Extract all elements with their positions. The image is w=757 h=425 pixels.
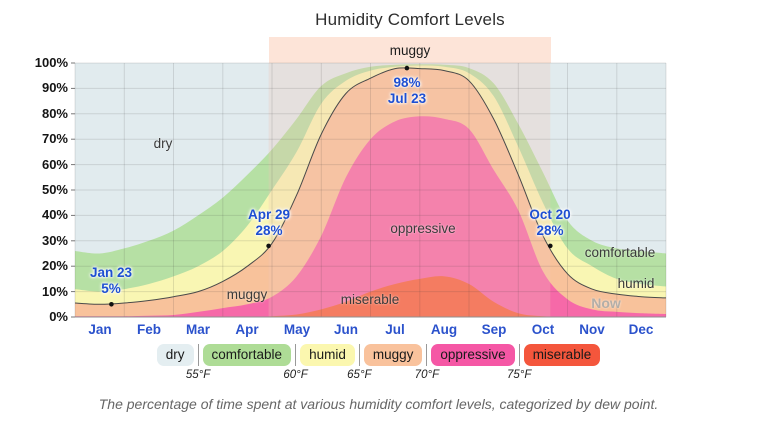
caption: The percentage of time spent at various …: [98, 396, 659, 412]
month-label-aug: Aug: [430, 322, 458, 337]
legend-divider: 70°F: [415, 344, 439, 381]
season-band-label: muggy: [389, 42, 431, 58]
month-label-jun: Jun: [333, 322, 358, 337]
y-tick-label: 80%: [41, 106, 68, 121]
gridlines: [74, 62, 667, 317]
legend-pill-dry[interactable]: dry: [156, 344, 194, 366]
y-tick-label: 60%: [41, 157, 68, 172]
y-tick-label: 0%: [49, 309, 68, 324]
annotation-value: 28%: [536, 223, 564, 238]
month-label-jan: Jan: [88, 322, 112, 337]
threshold-label: 75°F: [506, 369, 532, 381]
band-label-muggy: muggy: [226, 287, 268, 302]
threshold-label: 60°F: [283, 369, 308, 381]
legend-pill-miserable[interactable]: miserable: [523, 344, 601, 366]
annotation-jul-23: 98% Jul 23: [362, 75, 452, 107]
annotation-date: Oct 20: [529, 207, 571, 222]
annotation-apr-29: Apr 29 28%: [224, 207, 314, 239]
legend-pill-comfortable[interactable]: comfortable: [202, 344, 292, 366]
annotation-date: Apr 29: [247, 207, 291, 222]
now-label: Now: [591, 295, 621, 311]
band-label-miserable: miserable: [340, 292, 400, 307]
legend-divider: 75°F: [507, 344, 531, 381]
month-label-nov: Nov: [579, 322, 605, 337]
annotation-value: 28%: [255, 223, 283, 238]
month-label-may: May: [283, 322, 311, 337]
chart-title: Humidity Comfort Levels: [315, 10, 505, 29]
y-tick-label: 70%: [41, 131, 68, 146]
miserable-area: [75, 276, 666, 318]
month-label-jul: Jul: [385, 322, 405, 337]
y-tick-label: 50%: [41, 182, 68, 197]
month-label-sep: Sep: [481, 322, 507, 337]
muggy-season-band: muggy: [269, 37, 551, 63]
legend-pill-oppressive[interactable]: oppressive: [431, 344, 515, 366]
annotation-jan-23: Jan 23 5%: [66, 265, 156, 297]
y-ticks: [71, 62, 75, 318]
y-tick-label: 90%: [41, 80, 68, 95]
key-point-dot: [548, 243, 553, 249]
legend: dry 55°F comfortable 60°F humid 65°F muggy 70°F…: [0, 344, 757, 381]
band-label-comfortable: comfortable: [584, 245, 656, 260]
month-label-apr: Apr: [235, 322, 259, 337]
oppressive-area: [75, 116, 666, 317]
month-label-dec: Dec: [628, 322, 654, 337]
muggy-season-overlay: [268, 63, 551, 317]
annotation-value: 98%: [393, 75, 421, 90]
threshold-label: 70°F: [414, 369, 440, 381]
annotation-date: Jan 23: [89, 265, 133, 280]
band-label-oppressive: oppressive: [390, 221, 456, 236]
legend-divider: 55°F: [186, 344, 210, 381]
threshold-label: 55°F: [185, 369, 211, 381]
key-point-dot: [404, 65, 410, 71]
plot-area[interactable]: [71, 62, 667, 318]
annotation-value: 5%: [101, 281, 121, 296]
annotation-date: Jul 23: [387, 91, 427, 106]
stacked-area-svg: [71, 62, 667, 318]
annotation-oct-20: Oct 20 28%: [505, 207, 595, 239]
band-label-dry: dry: [153, 136, 173, 151]
y-tick-label: 30%: [41, 233, 68, 248]
month-label-oct: Oct: [531, 322, 555, 337]
month-label-feb: Feb: [136, 322, 161, 337]
key-point-dot: [109, 302, 114, 307]
legend-pill-muggy[interactable]: muggy: [363, 344, 423, 366]
band-label-humid: humid: [617, 276, 655, 291]
legend-pill-humid[interactable]: humid: [300, 344, 355, 366]
legend-divider: 65°F: [347, 344, 372, 381]
muggy-top-line: [74, 67, 667, 305]
legend-divider: 60°F: [283, 344, 308, 381]
key-point-dot: [266, 243, 271, 249]
y-tick-label: 20%: [41, 258, 68, 273]
threshold-label: 65°F: [347, 369, 372, 381]
y-tick-label: 10%: [41, 284, 68, 299]
y-tick-label: 100%: [34, 55, 68, 70]
y-tick-label: 40%: [41, 207, 68, 222]
month-label-mar: Mar: [185, 322, 210, 337]
